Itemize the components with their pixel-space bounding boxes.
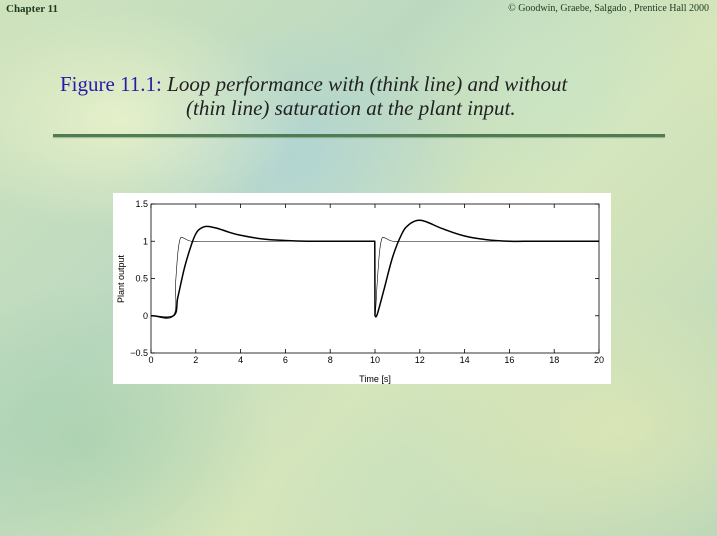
x-tick-label: 12: [415, 355, 425, 365]
x-tick-label: 6: [283, 355, 288, 365]
y-axis-ticks: −0.5 0 0.5 1 1.5: [130, 199, 599, 358]
copyright-notice: © Goodwin, Graebe, Salgado , Prentice Ha…: [508, 3, 709, 14]
series-lines: [150, 219, 599, 319]
x-tick-label: 20: [594, 355, 604, 365]
x-tick-label: 2: [193, 355, 198, 365]
chapter-label: Chapter 11: [6, 3, 59, 15]
y-tick-label: 0.5: [135, 274, 148, 284]
x-tick-label: 8: [328, 355, 333, 365]
x-tick-label: 0: [148, 355, 153, 365]
y-tick-label: 1.5: [135, 199, 148, 209]
series-line-thin: [150, 236, 599, 319]
x-axis-label: Time [s]: [359, 374, 391, 384]
chart-panel: 0 2 4 6 8 10 12 14 16 18 20 −0.5 0 0.5 1 1.5 Time [s] …: [113, 193, 611, 384]
caption-line-2: (thin line) saturation at the plant inpu…: [186, 96, 516, 120]
line-chart: 0 2 4 6 8 10 12 14 16 18 20 −0.500.511.5 Time [s] …: [116, 199, 604, 384]
y-axis-label: Plant output: [116, 254, 126, 303]
y-tick-label: 1: [143, 236, 148, 246]
y-tick-label: 0: [143, 311, 148, 321]
caption-line-1: Loop performance with (think line) and w…: [167, 72, 568, 96]
y-tick-label: −0.5: [130, 348, 148, 358]
title-divider: [53, 134, 665, 137]
figure-caption: Figure 11.1: Loop performance with (thin…: [60, 72, 680, 120]
figure-number: Figure 11.1:: [60, 72, 162, 96]
x-tick-label: 18: [549, 355, 559, 365]
x-tick-label: 16: [504, 355, 514, 365]
x-axis-ticks: 0 2 4 6 8 10 12 14 16 18 20: [148, 204, 604, 365]
x-tick-label: 14: [460, 355, 470, 365]
x-tick-label: 4: [238, 355, 243, 365]
x-tick-label: 10: [370, 355, 380, 365]
